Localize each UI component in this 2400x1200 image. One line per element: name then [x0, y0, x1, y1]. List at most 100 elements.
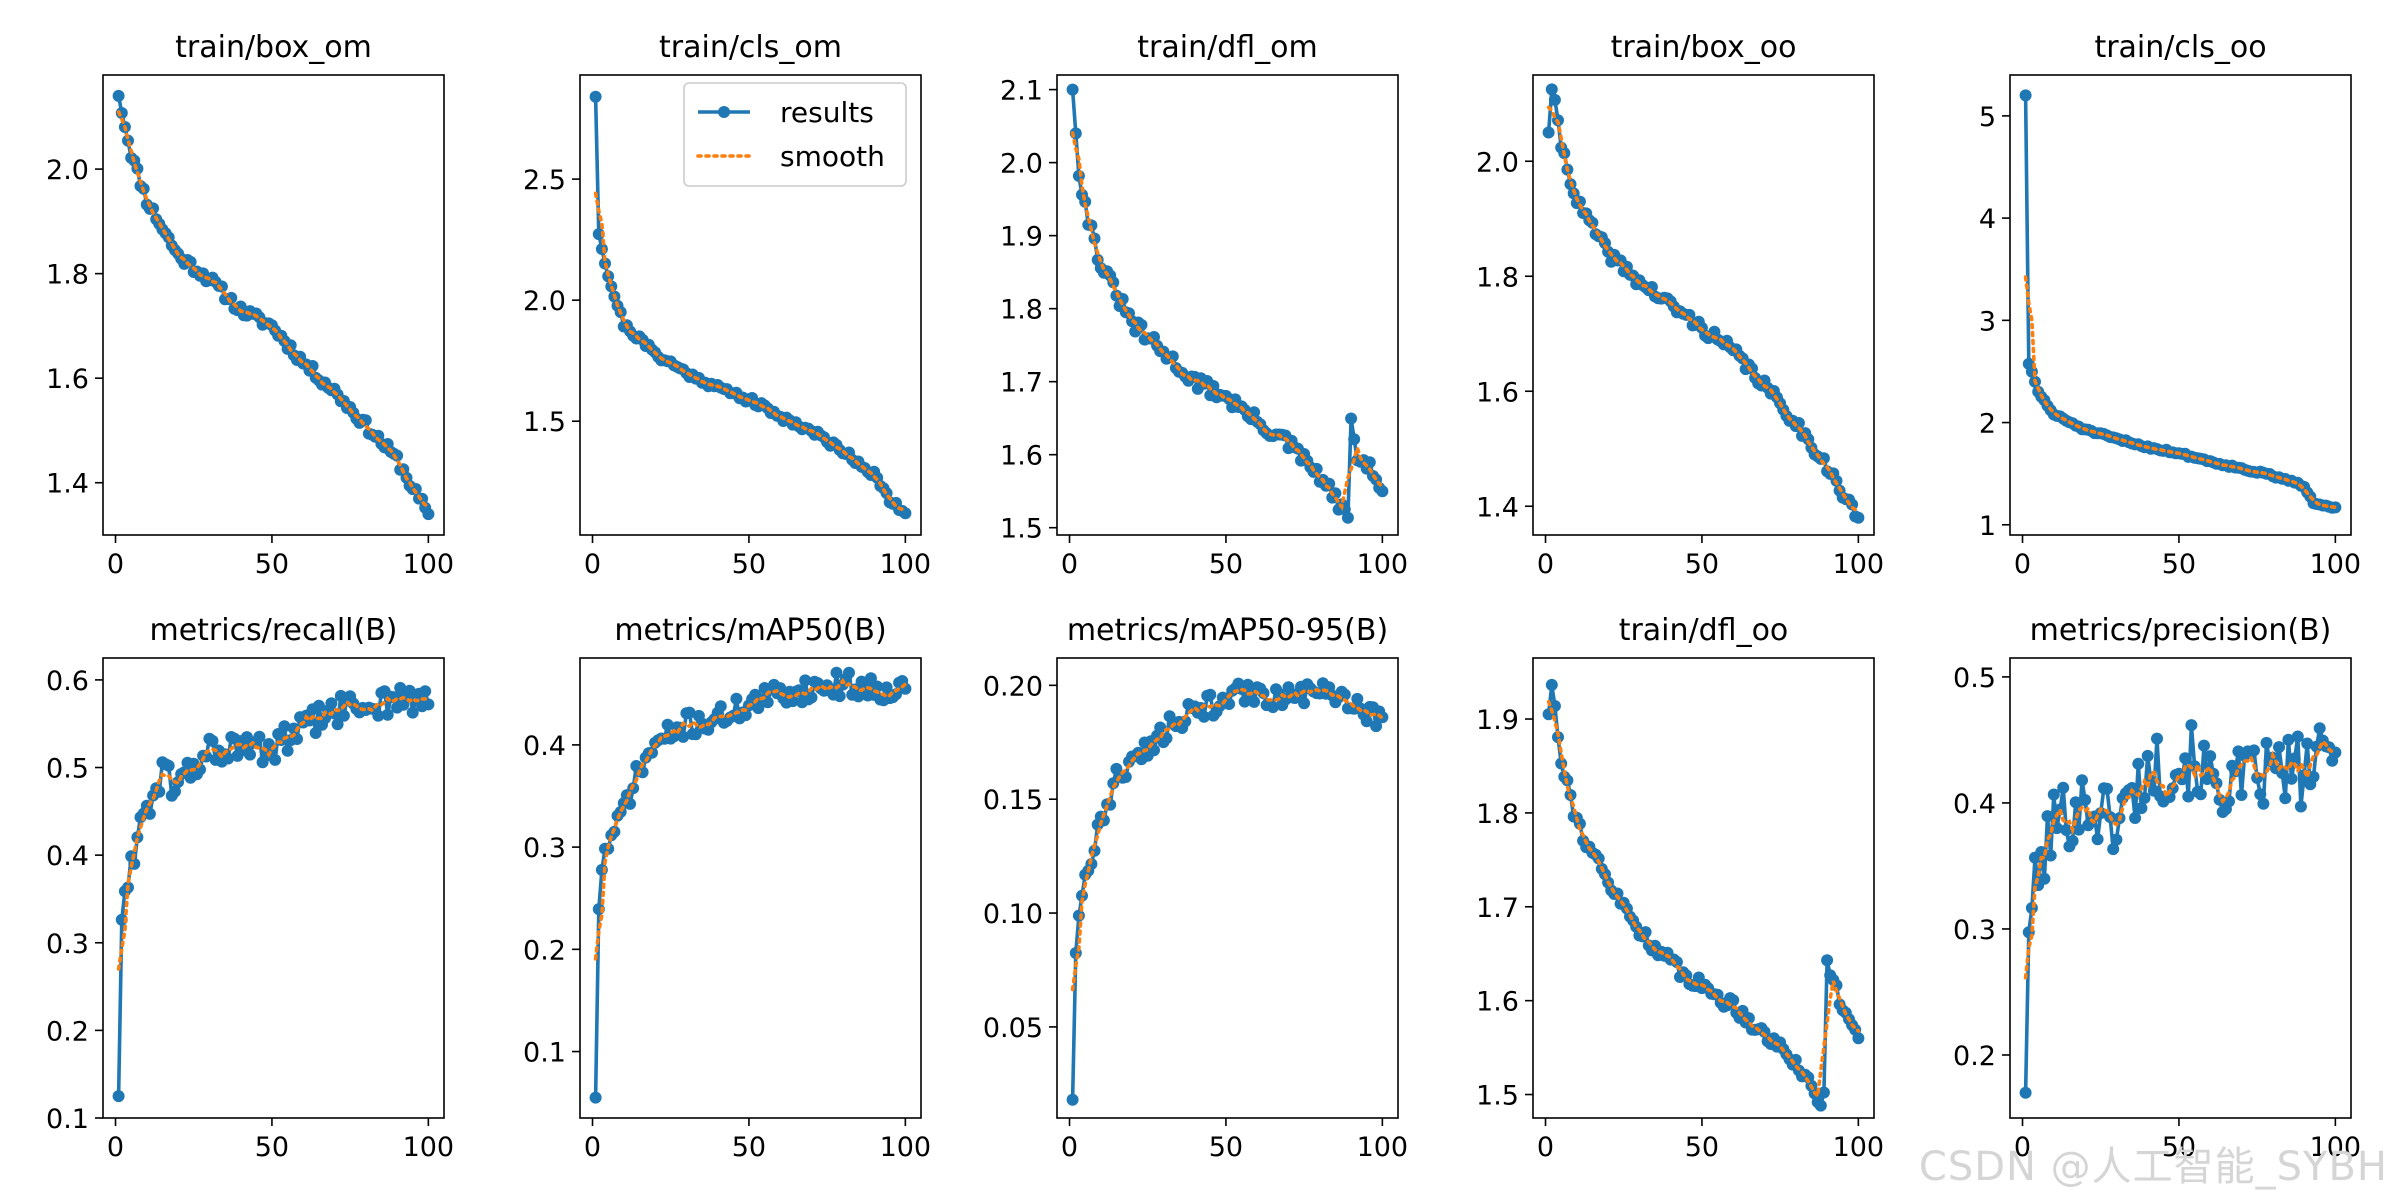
data-point	[2294, 800, 2307, 813]
smooth-line	[1546, 699, 1861, 1100]
plot-title: train/cls_om	[659, 30, 842, 65]
data-point	[843, 666, 855, 679]
data-point	[312, 699, 325, 712]
data-point	[2198, 739, 2210, 752]
subplot-3: train/dfl_om 0 50 100 1.5 1.6 1.7 1.8 1.9 2.0 2.1	[1000, 30, 1408, 580]
data-point	[1198, 710, 1210, 723]
data-point	[1670, 956, 1683, 968]
y-tick-label: 0.4	[523, 731, 566, 762]
data-point	[2138, 792, 2151, 804]
results-line	[2023, 95, 2336, 510]
x-tick-label: 0	[2014, 549, 2031, 580]
x-tick-label: 50	[1685, 1132, 1719, 1163]
x-tick-label: 50	[1209, 549, 1243, 580]
y-tick-label: 4	[1979, 204, 1996, 235]
plot-title: train/dfl_oo	[1619, 613, 1789, 648]
data-point	[403, 684, 416, 697]
data-point	[1154, 721, 1167, 734]
data-point	[2291, 730, 2304, 743]
plot-title: metrics/mAP50-95(B)	[1067, 613, 1388, 648]
data-point	[381, 708, 394, 721]
y-tick-label: 1.9	[1476, 705, 1519, 736]
data-point	[1298, 697, 1311, 710]
data-point	[2194, 788, 2207, 801]
smooth-line	[116, 695, 431, 971]
data-point	[2126, 782, 2138, 794]
y-tick-label: 0.4	[46, 841, 89, 872]
data-point	[2076, 774, 2088, 787]
data-point	[2151, 732, 2163, 745]
data-point	[1758, 1025, 1771, 1038]
x-tick-label: 0	[1061, 549, 1078, 580]
data-point	[1370, 720, 1383, 733]
axes-frame	[102, 74, 445, 536]
y-tick-label: 0.15	[983, 785, 1043, 816]
data-point	[864, 672, 877, 685]
y-tick-label: 1.6	[46, 364, 89, 395]
y-tick-label: 1.7	[1000, 368, 1043, 399]
data-point	[871, 680, 884, 693]
axes-frame	[2009, 657, 2352, 1119]
y-tick-label: 0.05	[983, 1013, 1043, 1044]
data-point	[2050, 822, 2063, 835]
y-tick-label: 0.20	[983, 671, 1043, 702]
data-point	[162, 759, 175, 772]
results-markers	[2019, 89, 2342, 514]
data-point	[689, 728, 702, 741]
data-point	[2019, 1086, 2032, 1099]
subplot-10: metrics/precision(B) 0 50 100 0.2 0.3 0.4 0.5	[1953, 613, 2361, 1163]
data-point	[2060, 824, 2073, 836]
data-point	[833, 690, 846, 703]
x-tick-label: 100	[403, 549, 455, 580]
plot-title: train/dfl_om	[1137, 30, 1317, 65]
x-tick-label: 0	[2014, 1132, 2031, 1163]
data-point	[112, 1090, 125, 1103]
plot-title: train/box_om	[175, 30, 372, 65]
subplot-6: metrics/recall(B) 0 50 100 0.1 0.2 0.3 0.4 0.5 0.…	[46, 613, 454, 1163]
data-point	[2066, 835, 2079, 847]
x-tick-label: 100	[403, 1132, 455, 1163]
data-point	[1345, 412, 1358, 425]
data-point	[281, 744, 294, 757]
x-tick-label: 0	[107, 1132, 124, 1163]
smooth-line	[593, 677, 908, 961]
data-point	[1852, 511, 1865, 524]
data-point	[1348, 433, 1361, 446]
data-point	[269, 753, 282, 766]
y-tick-label: 2.5	[523, 165, 566, 196]
data-point	[1266, 701, 1279, 714]
data-point	[309, 727, 322, 739]
y-tick-label: 0.10	[983, 899, 1043, 930]
data-point	[331, 718, 344, 731]
data-point	[394, 681, 407, 694]
x-tick-label: 100	[1357, 549, 1409, 580]
data-point	[2229, 765, 2242, 778]
data-point	[1552, 731, 1564, 744]
data-point	[2260, 736, 2273, 749]
smooth-line	[2023, 738, 2338, 980]
data-point	[1548, 93, 1561, 106]
x-tick-label: 100	[2310, 1132, 2362, 1163]
data-point	[337, 709, 350, 722]
data-point	[1072, 909, 1085, 922]
smooth-line	[1546, 105, 1861, 515]
data-point	[1821, 954, 1834, 967]
axes-frame	[2009, 74, 2352, 536]
data-point	[2223, 795, 2235, 808]
data-point	[372, 709, 385, 722]
data-point	[2313, 722, 2326, 735]
data-point	[2110, 833, 2123, 846]
axes-frame	[1532, 74, 1875, 536]
data-point	[2135, 802, 2148, 815]
smooth-line	[116, 110, 431, 509]
y-tick-label: 2.0	[1476, 147, 1519, 178]
y-tick-label: 0.1	[523, 1038, 566, 1069]
data-point	[2257, 797, 2270, 810]
data-point	[1166, 350, 1179, 363]
data-point	[325, 697, 338, 710]
data-point	[2254, 788, 2267, 801]
y-tick-label: 2.0	[523, 286, 566, 317]
x-tick-label: 100	[1833, 549, 1885, 580]
data-point	[131, 831, 144, 844]
